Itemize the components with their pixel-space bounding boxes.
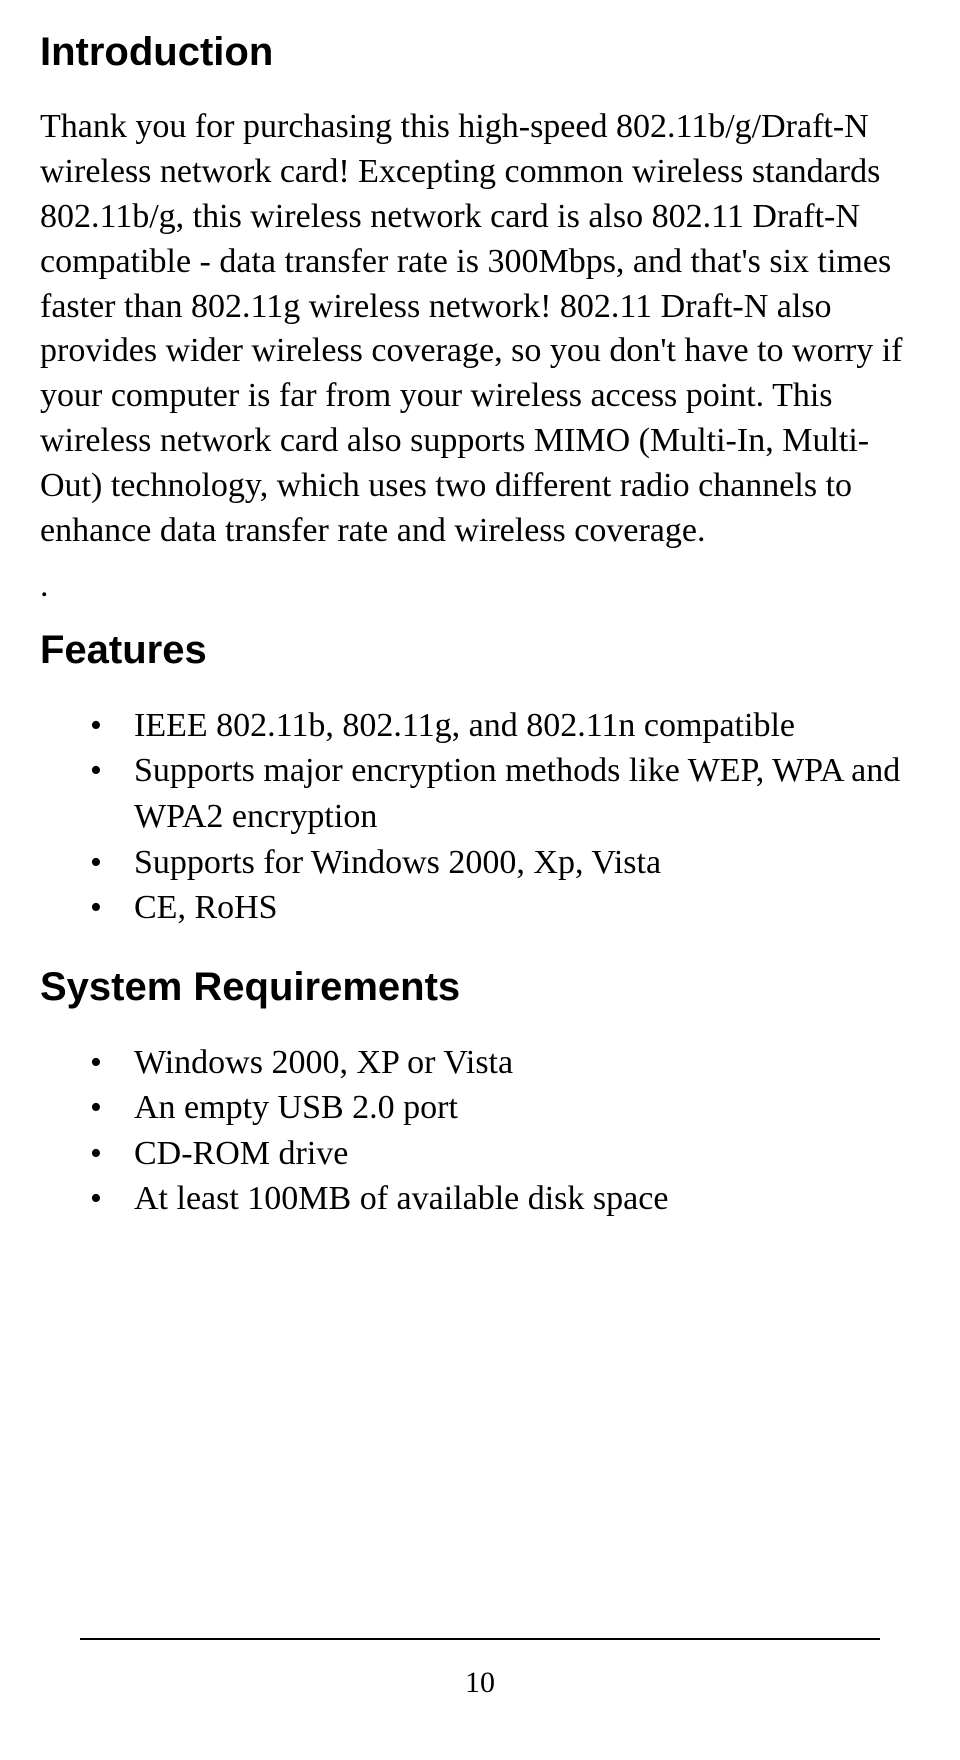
sysreq-list: Windows 2000, XP or Vista An empty USB 2… bbox=[40, 1040, 920, 1222]
features-list: IEEE 802.11b, 802.11g, and 802.11n compa… bbox=[40, 703, 920, 931]
intro-heading: Introduction bbox=[40, 30, 920, 75]
list-item: CE, RoHS bbox=[134, 885, 920, 931]
list-item: An empty USB 2.0 port bbox=[134, 1085, 920, 1131]
intro-paragraph: Thank you for purchasing this high-speed… bbox=[40, 105, 920, 554]
document-page: Introduction Thank you for purchasing th… bbox=[0, 0, 960, 1760]
features-heading: Features bbox=[40, 628, 920, 673]
list-item: Supports for Windows 2000, Xp, Vista bbox=[134, 840, 920, 886]
list-item: CD-ROM drive bbox=[134, 1131, 920, 1177]
intro-trailing-dot: . bbox=[40, 564, 920, 608]
footer-rule bbox=[80, 1638, 880, 1640]
list-item: Windows 2000, XP or Vista bbox=[134, 1040, 920, 1086]
list-item: IEEE 802.11b, 802.11g, and 802.11n compa… bbox=[134, 703, 920, 749]
sysreq-heading: System Requirements bbox=[40, 965, 920, 1010]
page-number: 10 bbox=[0, 1666, 960, 1700]
list-item: At least 100MB of available disk space bbox=[134, 1176, 920, 1222]
list-item: Supports major encryption methods like W… bbox=[134, 748, 920, 839]
